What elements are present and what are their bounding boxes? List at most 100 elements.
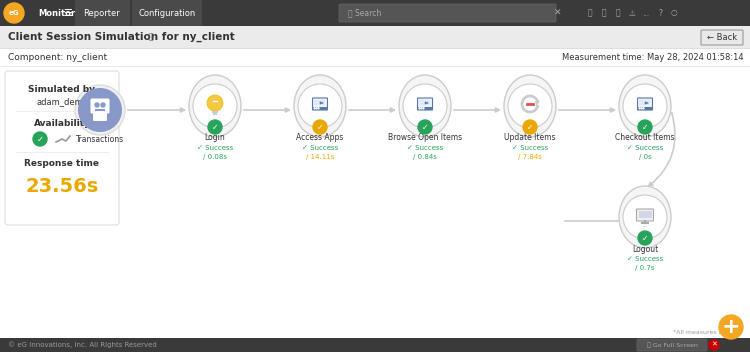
Circle shape xyxy=(423,108,424,109)
FancyBboxPatch shape xyxy=(5,71,119,225)
Circle shape xyxy=(641,108,642,109)
Bar xyxy=(645,100,650,102)
Text: 🔍 Search: 🔍 Search xyxy=(348,8,381,18)
Text: ✓ Success: ✓ Success xyxy=(512,145,548,151)
FancyBboxPatch shape xyxy=(313,98,328,110)
Circle shape xyxy=(419,108,420,109)
Circle shape xyxy=(207,95,223,111)
Bar xyxy=(320,102,325,105)
Circle shape xyxy=(101,103,105,107)
FancyBboxPatch shape xyxy=(638,98,652,110)
Text: Checkout Items: Checkout Items xyxy=(615,133,675,143)
Circle shape xyxy=(314,108,315,109)
Ellipse shape xyxy=(294,75,346,137)
Text: Response time: Response time xyxy=(25,159,100,169)
Text: ← Back: ← Back xyxy=(707,32,737,42)
Circle shape xyxy=(639,108,640,109)
FancyBboxPatch shape xyxy=(418,98,433,110)
Text: ✓: ✓ xyxy=(37,134,44,144)
Ellipse shape xyxy=(619,75,671,137)
Text: Measurement time: May 28, 2024 01:58:14: Measurement time: May 28, 2024 01:58:14 xyxy=(562,52,744,62)
Ellipse shape xyxy=(504,75,556,137)
Bar xyxy=(645,102,650,105)
Text: 🛡: 🛡 xyxy=(602,8,606,18)
FancyArrowPatch shape xyxy=(649,113,675,186)
Text: Transactions: Transactions xyxy=(76,134,124,144)
FancyBboxPatch shape xyxy=(339,4,556,22)
Text: Client Session Simulation for ny_client: Client Session Simulation for ny_client xyxy=(8,32,235,42)
Circle shape xyxy=(623,84,667,128)
Text: Availability: Availability xyxy=(34,119,91,128)
Text: ✓: ✓ xyxy=(211,122,218,132)
Text: ...: ... xyxy=(643,8,650,18)
Text: / 0.7s: / 0.7s xyxy=(635,265,655,271)
Circle shape xyxy=(403,84,447,128)
Text: / 0.84s: / 0.84s xyxy=(413,154,437,160)
Bar xyxy=(419,100,424,102)
Circle shape xyxy=(316,108,317,109)
Text: ✕: ✕ xyxy=(554,8,562,18)
Text: ☰: ☰ xyxy=(63,8,72,18)
Circle shape xyxy=(623,195,667,239)
Circle shape xyxy=(643,108,644,109)
Circle shape xyxy=(638,120,652,134)
FancyBboxPatch shape xyxy=(93,112,107,121)
FancyBboxPatch shape xyxy=(637,339,707,351)
Text: ✓ Success: ✓ Success xyxy=(627,256,663,262)
Text: adam_demo: adam_demo xyxy=(36,98,88,107)
Circle shape xyxy=(421,108,422,109)
Text: Reporter: Reporter xyxy=(84,8,120,18)
Circle shape xyxy=(298,84,342,128)
Circle shape xyxy=(193,84,237,128)
Text: ✓ Success: ✓ Success xyxy=(196,145,233,151)
Text: 🔔: 🔔 xyxy=(616,8,620,18)
Bar xyxy=(314,100,319,102)
Ellipse shape xyxy=(619,186,671,248)
Text: ✓: ✓ xyxy=(642,122,648,132)
Text: ✓: ✓ xyxy=(316,122,323,132)
Text: 23.56s: 23.56s xyxy=(26,176,99,195)
Bar xyxy=(425,100,430,102)
Text: / 0.08s: / 0.08s xyxy=(203,154,227,160)
Bar xyxy=(0,48,750,66)
Bar xyxy=(639,102,644,105)
Text: ✓ Success: ✓ Success xyxy=(627,145,663,151)
Ellipse shape xyxy=(189,75,241,137)
Bar xyxy=(638,211,652,218)
Text: *All measures are in s: *All measures are in s xyxy=(674,331,742,335)
Text: +: + xyxy=(722,317,740,337)
Text: 🖥: 🖥 xyxy=(149,32,154,42)
Text: ✓: ✓ xyxy=(526,122,533,132)
Text: / 14.11s: / 14.11s xyxy=(306,154,334,160)
Circle shape xyxy=(75,85,125,135)
Text: © eG Innovations, Inc. All Rights Reserved: © eG Innovations, Inc. All Rights Reserv… xyxy=(8,342,157,348)
Bar xyxy=(132,0,202,26)
Bar xyxy=(418,107,432,109)
Bar xyxy=(425,102,430,105)
Text: Configuration: Configuration xyxy=(138,8,196,18)
Text: Login: Login xyxy=(205,133,225,143)
Text: ⚠: ⚠ xyxy=(628,8,635,18)
Circle shape xyxy=(709,340,719,350)
Text: ✕: ✕ xyxy=(711,342,717,348)
Circle shape xyxy=(33,132,47,146)
Bar xyxy=(212,111,218,113)
Bar xyxy=(314,102,319,105)
Circle shape xyxy=(318,108,319,109)
Bar xyxy=(0,338,750,352)
Bar xyxy=(313,107,327,109)
Bar xyxy=(0,0,750,26)
Text: ⛶ Go Full Screen: ⛶ Go Full Screen xyxy=(646,342,698,348)
Bar xyxy=(638,107,652,109)
Text: eG: eG xyxy=(9,10,20,16)
Text: Component: ny_client: Component: ny_client xyxy=(8,52,107,62)
Text: ...: ... xyxy=(642,223,647,228)
Text: Browse Open Items: Browse Open Items xyxy=(388,133,462,143)
Text: Monitor: Monitor xyxy=(38,8,75,18)
Circle shape xyxy=(638,231,652,245)
FancyBboxPatch shape xyxy=(91,99,110,113)
Text: / 7.84s: / 7.84s xyxy=(518,154,542,160)
Text: Update Items: Update Items xyxy=(504,133,556,143)
Text: Access Apps: Access Apps xyxy=(296,133,344,143)
Circle shape xyxy=(95,103,99,107)
